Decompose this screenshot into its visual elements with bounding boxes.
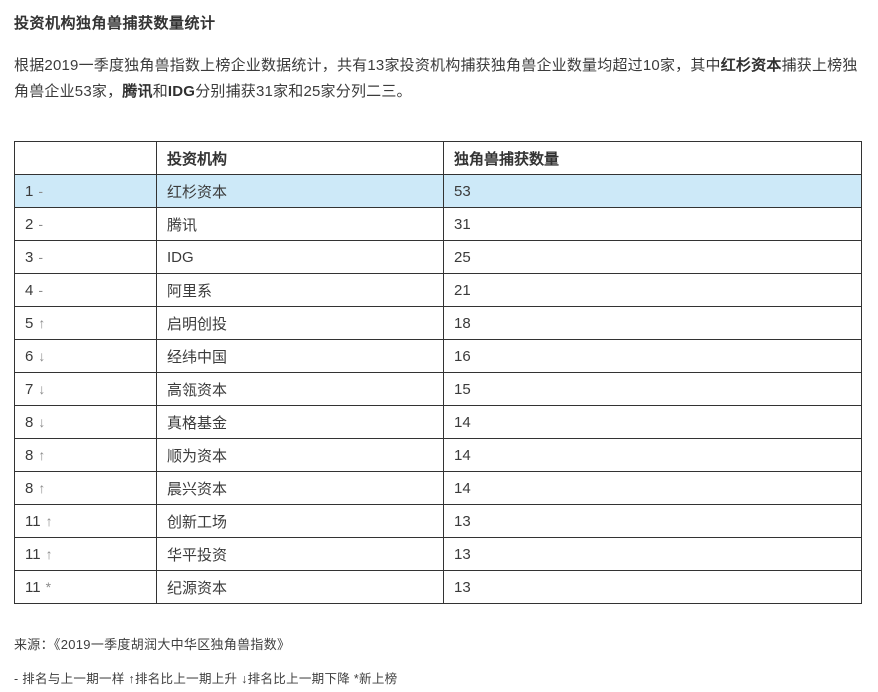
table-row: 3- IDG 25 (14, 240, 862, 274)
rank-change-symbol: ↑ (45, 512, 53, 529)
ranking-table: 投资机构 独角兽捕获数量 1- 红杉资本 53 2- 腾讯 31 3- IDG … (14, 141, 862, 604)
rank-cell: 1- (14, 174, 157, 208)
rank-number: 3 (25, 248, 34, 266)
source-note: 来源：《2019一季度胡润大中华区独角兽指数》 (14, 637, 291, 652)
count-cell: 21 (443, 273, 862, 307)
rank-number: 6 (25, 347, 34, 365)
intro-text-3: 和 (152, 83, 168, 100)
institution-cell: 纪源资本 (156, 570, 444, 604)
table-row: 2- 腾讯 31 (14, 207, 862, 241)
rank-change-symbol: ↑ (38, 446, 46, 463)
table-row: 11 * 纪源资本 13 (14, 570, 862, 604)
rank-number: 8 (25, 479, 34, 497)
rank-change-symbol: - (38, 215, 44, 232)
rank-number: 1 (25, 182, 34, 200)
count-cell: 14 (443, 471, 862, 505)
table-row: 7 ↓ 高瓴资本 15 (14, 372, 862, 406)
rank-cell: 8 ↑ (14, 471, 157, 505)
table-row: 8 ↑ 晨兴资本 14 (14, 471, 862, 505)
rank-change-symbol: ↓ (38, 347, 46, 364)
header-institution: 投资机构 (156, 141, 444, 175)
rank-cell: 5 ↑ (14, 306, 157, 340)
rank-number: 11 (25, 545, 41, 563)
institution-cell: 创新工场 (156, 504, 444, 538)
table-row: 4- 阿里系 21 (14, 273, 862, 307)
table-row: 6 ↓ 经纬中国 16 (14, 339, 862, 373)
institution-cell: 高瓴资本 (156, 372, 444, 406)
header-rank (14, 141, 157, 175)
rank-cell: 7 ↓ (14, 372, 157, 406)
intro-text-1: 根据2019一季度独角兽指数上榜企业数据统计，共有13家投资机构捕获独角兽企业数… (14, 57, 721, 74)
rank-number: 4 (25, 281, 34, 299)
count-cell: 15 (443, 372, 862, 406)
institution-cell: 顺为资本 (156, 438, 444, 472)
rank-change-symbol: ↑ (45, 545, 53, 562)
institution-cell: 经纬中国 (156, 339, 444, 373)
table-row: 8 ↑ 顺为资本 14 (14, 438, 862, 472)
rank-change-symbol: - (38, 281, 44, 298)
count-cell: 53 (443, 174, 862, 208)
institution-cell: 真格基金 (156, 405, 444, 439)
rank-change-symbol: ↓ (38, 380, 46, 397)
table-row: 11 ↑ 创新工场 13 (14, 504, 862, 538)
count-cell: 18 (443, 306, 862, 340)
rank-change-symbol: - (38, 182, 44, 199)
rank-number: 2 (25, 215, 34, 233)
rank-cell: 2- (14, 207, 157, 241)
page-title: 投资机构独角兽捕获数量统计 (14, 15, 216, 32)
rank-cell: 8 ↓ (14, 405, 157, 439)
rank-cell: 6 ↓ (14, 339, 157, 373)
rank-change-symbol: ↓ (38, 413, 46, 430)
rank-change-symbol: ↑ (38, 314, 46, 331)
count-cell: 14 (443, 405, 862, 439)
rank-number: 11 (25, 512, 41, 530)
rank-cell: 3- (14, 240, 157, 274)
institution-cell: 华平投资 (156, 537, 444, 571)
rank-cell: 11 ↑ (14, 504, 157, 538)
header-count: 独角兽捕获数量 (443, 141, 862, 175)
count-cell: 14 (443, 438, 862, 472)
rank-change-symbol: * (45, 578, 52, 595)
rank-cell: 11 * (14, 570, 157, 604)
rank-change-symbol: ↑ (38, 479, 46, 496)
rank-number: 8 (25, 446, 34, 464)
institution-cell: 红杉资本 (156, 174, 444, 208)
intro-text-4: 分别捕获31家和25家分列二三。 (195, 83, 412, 100)
rank-cell: 11 ↑ (14, 537, 157, 571)
table-row: 1- 红杉资本 53 (14, 174, 862, 208)
count-cell: 25 (443, 240, 862, 274)
rank-number: 5 (25, 314, 34, 332)
intro-paragraph: 根据2019一季度独角兽指数上榜企业数据统计，共有13家投资机构捕获独角兽企业数… (14, 53, 863, 105)
rank-number: 7 (25, 380, 34, 398)
intro-text-2: 捕获上榜独角兽企业53家， (14, 57, 858, 100)
rank-cell: 8 ↑ (14, 438, 157, 472)
count-cell: 16 (443, 339, 862, 373)
institution-cell: 阿里系 (156, 273, 444, 307)
rank-cell: 4- (14, 273, 157, 307)
institution-cell: IDG (156, 240, 444, 274)
count-cell: 13 (443, 570, 862, 604)
table-row: 8 ↓ 真格基金 14 (14, 405, 862, 439)
count-cell: 31 (443, 207, 862, 241)
intro-bold-sequoia: 红杉资本 (720, 57, 782, 74)
table-row: 5 ↑ 启明创投 18 (14, 306, 862, 340)
intro-bold-tencent: 腾讯 (122, 83, 153, 100)
count-cell: 13 (443, 537, 862, 571)
rank-number: 11 (25, 578, 41, 596)
intro-bold-idg: IDG (167, 83, 196, 100)
institution-cell: 晨兴资本 (156, 471, 444, 505)
count-cell: 13 (443, 504, 862, 538)
rank-number: 8 (25, 413, 34, 431)
table-header-row: 投资机构 独角兽捕获数量 (14, 141, 862, 175)
rank-legend: - 排名与上一期一样 ↑排名比上一期上升 ↓排名比上一期下降 *新上榜 (14, 672, 398, 686)
institution-cell: 启明创投 (156, 306, 444, 340)
institution-cell: 腾讯 (156, 207, 444, 241)
table-row: 11 ↑ 华平投资 13 (14, 537, 862, 571)
rank-change-symbol: - (38, 248, 44, 265)
